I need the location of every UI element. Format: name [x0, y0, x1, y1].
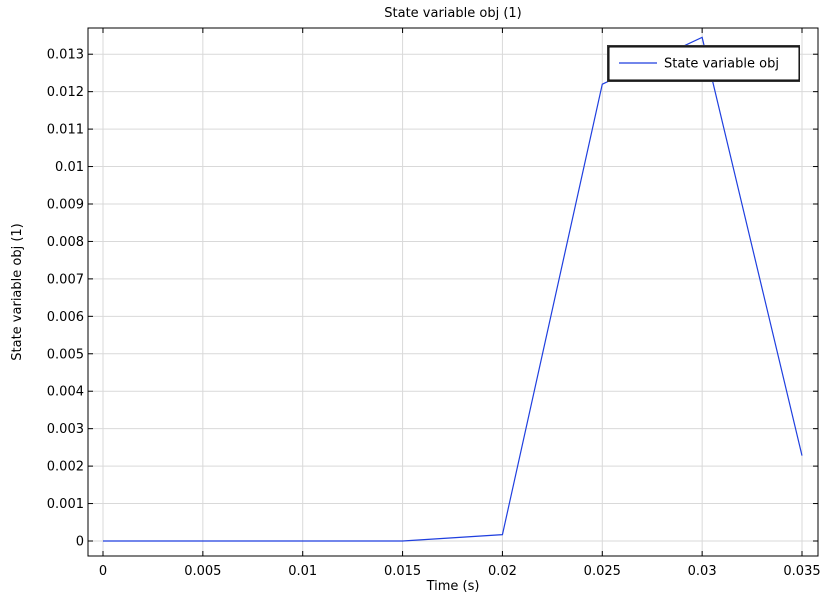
y-tick-label: 0.008 — [47, 235, 84, 250]
x-tick-labels: 0 0.005 0.01 0.015 0.02 0.025 0.03 0.035 — [99, 564, 821, 579]
x-tick-label: 0.015 — [384, 564, 421, 579]
x-tick-label: 0.035 — [783, 564, 820, 579]
y-tick-label: 0.004 — [47, 385, 84, 400]
y-axis-title: State variable obj (1) — [10, 223, 25, 360]
x-tick-label: 0.03 — [688, 564, 717, 579]
y-tick-label: 0.001 — [47, 497, 84, 512]
legend-label: State variable obj — [664, 57, 779, 72]
x-tick-label: 0.025 — [584, 564, 621, 579]
y-tick-label: 0.003 — [47, 422, 84, 437]
y-tick-label: 0.002 — [47, 460, 84, 475]
y-tick-label: 0.007 — [47, 272, 84, 287]
y-tick-label: 0 — [76, 535, 84, 550]
y-tick-label: 0.006 — [47, 310, 84, 325]
x-tick-label: 0.005 — [184, 564, 221, 579]
y-tick-label: 0.012 — [47, 85, 84, 100]
legend: State variable obj — [607, 45, 800, 82]
x-tick-label: 0 — [99, 564, 107, 579]
y-tick-label: 0.013 — [47, 48, 84, 63]
x-axis-title: Time (s) — [426, 579, 480, 594]
axis-ticks — [88, 28, 818, 556]
chart-title: State variable obj (1) — [384, 6, 521, 21]
y-tick-labels: 0 0.001 0.002 0.003 0.004 0.005 0.006 0.007 0.00… — [47, 48, 84, 550]
y-tick-label: 0.011 — [47, 123, 84, 138]
x-tick-label: 0.02 — [488, 564, 517, 579]
x-tick-label: 0.01 — [288, 564, 317, 579]
plot-frame — [87, 27, 819, 557]
y-tick-label: 0.009 — [47, 197, 84, 212]
y-tick-label: 0.005 — [47, 347, 84, 362]
y-tick-label: 0.01 — [55, 160, 84, 175]
